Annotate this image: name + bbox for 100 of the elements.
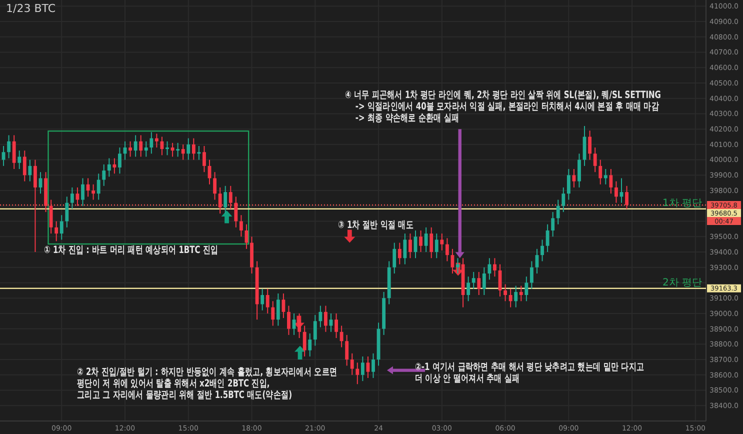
candlestick	[112, 158, 116, 174]
candlestick	[504, 284, 508, 302]
ref-line-label: 1차 평단	[662, 198, 702, 209]
candlestick	[345, 334, 349, 366]
candlestick	[360, 356, 364, 382]
candlestick	[197, 145, 201, 160]
candlestick	[186, 138, 190, 160]
ref-line-label: 2차 평단	[662, 277, 702, 288]
candlestick	[28, 159, 32, 182]
candlestick	[609, 168, 613, 194]
candlestick	[176, 142, 180, 158]
candlestick	[2, 145, 6, 166]
candlestick	[18, 150, 22, 170]
candlestick	[434, 233, 438, 259]
candlestick	[22, 150, 26, 182]
candlestick	[202, 145, 206, 173]
candlestick	[102, 164, 106, 186]
candlestick	[287, 305, 290, 336]
candlestick	[49, 199, 53, 234]
candlestick	[266, 288, 270, 314]
candlestick	[456, 258, 460, 274]
candlestick	[588, 130, 592, 160]
candlestick	[625, 185, 628, 210]
candlestick	[477, 271, 481, 296]
candlestick	[12, 134, 16, 170]
candlestick	[392, 242, 396, 274]
candlestick	[572, 168, 576, 188]
candlestick	[96, 173, 100, 200]
candlestick	[38, 172, 42, 194]
candlestick	[508, 288, 512, 308]
candlestick	[218, 186, 222, 214]
candlestick	[81, 178, 84, 206]
candlestick	[440, 233, 444, 251]
candlestick	[271, 300, 275, 326]
candlestick	[92, 184, 96, 200]
candlestick	[276, 292, 280, 326]
candlestick	[65, 196, 69, 228]
candlestick	[298, 312, 302, 339]
candlestick	[144, 140, 148, 158]
candlestick	[403, 233, 407, 265]
candlestick	[340, 325, 344, 348]
candlestick	[302, 325, 306, 357]
candlestick	[408, 233, 412, 259]
candlestick	[150, 132, 154, 154]
candlestick	[524, 276, 528, 302]
candlestick	[562, 186, 566, 213]
candlestick	[282, 292, 286, 319]
candlestick	[493, 258, 496, 278]
candlestick	[128, 140, 132, 158]
candlestick	[445, 238, 449, 262]
candlestick	[234, 196, 238, 228]
annotation: ③ 1차 절반 익절 매도	[338, 220, 414, 232]
annotation: ④ 너무 피곤해서 1차 평단 라인에 퀘, 2차 평단 라인 살짝 위에 SL(본절), 퀘/SL SETTING -> 익절라인에서 40불 모자라서 익절 실패, 본절라인 터치해서 4시에 본절 후 매매 마감 -> 최종 약손해로 순환매 실패	[345, 90, 661, 124]
candlestick	[398, 242, 402, 265]
candlestick	[324, 305, 328, 332]
candlestick	[551, 212, 555, 238]
candlestick	[54, 220, 58, 242]
candlestick	[213, 172, 217, 200]
candlestick	[166, 140, 169, 156]
candlestick	[134, 134, 138, 158]
candlestick	[556, 199, 560, 225]
candlestick	[356, 362, 360, 385]
candlestick	[578, 153, 581, 188]
candlestick	[7, 134, 11, 159]
candlestick	[308, 332, 312, 357]
chart-title: 1/23 BTC	[6, 2, 56, 15]
annotation: ① 1차 진입 : 바트 머리 패턴 예상되어 1BTC 진입	[44, 245, 218, 256]
candlestick	[139, 134, 143, 158]
candlestick	[228, 185, 232, 210]
candlestick	[372, 352, 375, 378]
candlestick	[472, 271, 476, 290]
candlestick	[566, 168, 570, 200]
candlestick	[530, 260, 534, 290]
candlestick	[598, 159, 602, 185]
candlestick	[260, 288, 264, 311]
candlestick	[466, 276, 470, 302]
candlestick	[192, 138, 196, 160]
candlestick	[419, 230, 422, 252]
candlestick	[318, 305, 322, 328]
candlestick	[430, 226, 434, 259]
candlestick	[60, 214, 64, 240]
candlestick	[154, 133, 158, 148]
candlestick	[70, 186, 74, 210]
candlestick	[292, 312, 296, 336]
candlestick	[313, 314, 317, 346]
candlestick	[181, 144, 185, 160]
candlestick	[118, 147, 122, 174]
candlestick	[482, 266, 486, 296]
annotation: ② 2차 진입/절반 털기 : 하지만 반등없이 계속 흘렀고, 횡보자리에서 오르면 평단이 저 위에 있어서 탈출 위해서 x2배인 2BTC 진입, 그리고 그 자리에서 물량관리 위해 절반 1.5BTC 매도(약손절)	[77, 366, 338, 402]
candlestick	[366, 356, 370, 378]
candlestick	[546, 224, 550, 252]
candlestick	[224, 185, 228, 214]
candlestick	[488, 258, 492, 280]
candlestick	[519, 285, 523, 302]
candlestick	[604, 168, 608, 185]
candlestick	[593, 147, 597, 173]
candlestick	[424, 226, 428, 252]
candlestick	[334, 312, 338, 339]
candlestick	[540, 239, 544, 262]
candlestick	[33, 159, 37, 252]
